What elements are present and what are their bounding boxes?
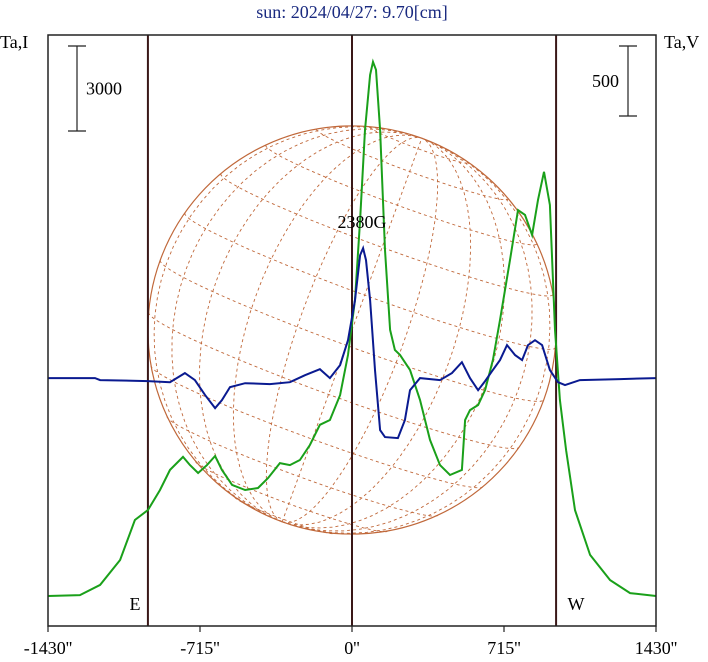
west-label: W xyxy=(568,594,585,614)
series-line xyxy=(48,245,657,440)
meridian xyxy=(153,126,422,523)
annotation: 2380G xyxy=(338,212,387,232)
meridian xyxy=(282,137,472,526)
x-tick-label: 1430'' xyxy=(635,638,678,658)
east-label: E xyxy=(130,594,141,614)
meridian xyxy=(282,137,533,532)
meridian xyxy=(232,134,422,523)
y-axis-label: Ta,I xyxy=(0,32,28,52)
parallel xyxy=(265,144,538,246)
i-scale-bar-label: 3000 xyxy=(86,79,122,99)
parallel xyxy=(369,126,470,164)
chart-title: sun: 2024/04/27: 9.70[cm] xyxy=(256,2,448,22)
meridian xyxy=(265,136,422,523)
meridian xyxy=(282,137,551,534)
x-tick-label: -1430'' xyxy=(24,638,72,658)
parallel xyxy=(148,312,520,450)
v-scale-bar-label: 500 xyxy=(592,71,619,91)
parallel xyxy=(234,497,335,535)
x-tick-label: -715'' xyxy=(180,638,219,658)
meridian xyxy=(171,128,422,523)
meridian xyxy=(282,137,439,524)
x-tick-label: 715'' xyxy=(487,638,521,658)
parallel xyxy=(316,129,509,201)
parallel xyxy=(220,173,554,297)
meridian xyxy=(282,137,505,529)
y2-axis-label: Ta,V xyxy=(664,32,699,52)
parallel xyxy=(166,416,439,517)
parallel xyxy=(150,365,484,489)
series-line xyxy=(47,58,657,597)
parallel xyxy=(184,212,556,350)
parallel xyxy=(195,461,388,533)
x-tick-label: 0'' xyxy=(344,638,360,658)
